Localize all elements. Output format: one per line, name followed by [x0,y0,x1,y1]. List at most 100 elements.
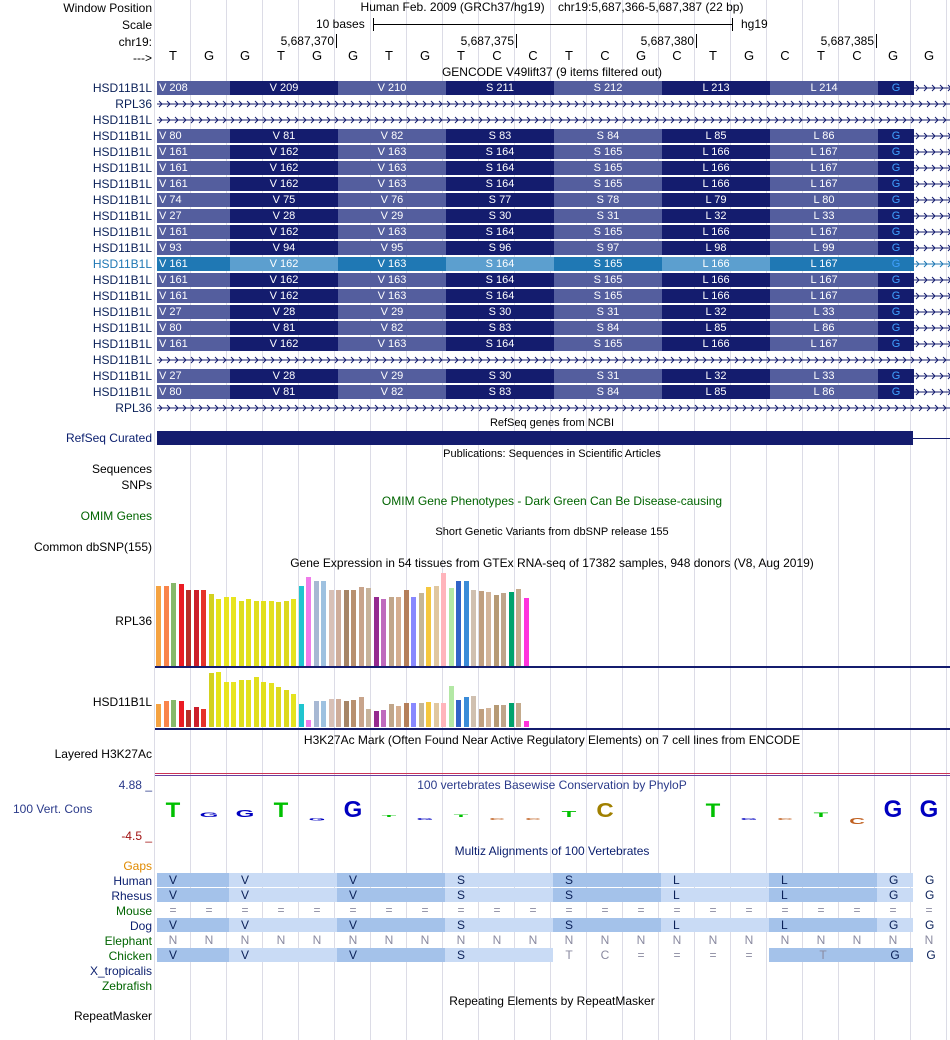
gencode-row-label[interactable]: RPL36 [115,401,152,415]
gtex-bar[interactable] [291,599,296,666]
multiz-species-label[interactable]: Mouse [115,904,152,918]
codon-cell[interactable]: S 165 [554,257,662,271]
multiz-aa-cell[interactable]: G [926,948,936,962]
codon-cell[interactable]: V 162 [230,145,338,159]
multiz-aa-cell[interactable]: S [445,948,553,962]
multiz-aa-cell[interactable]: L [661,918,769,932]
multiz-aa-cell[interactable]: S [553,918,661,932]
codon-cell[interactable]: S 96 [446,241,554,255]
multiz-base-cell[interactable]: N [168,933,178,947]
codon-cell[interactable]: L 32 [662,369,770,383]
multiz-base-cell[interactable]: = [709,948,717,962]
codon-cell[interactable]: S 97 [554,241,662,255]
gtex-bar[interactable] [276,687,281,727]
multiz-aa-cell[interactable]: S [445,873,553,887]
codon-cell[interactable]: S 164 [446,289,554,303]
gtex-bar[interactable] [366,709,371,727]
codon-cell[interactable]: L 33 [770,305,878,319]
gtex-bar[interactable] [486,708,491,727]
gencode-row[interactable]: V 161 V 162 V 163 S 164 S 165 L 166 L 167 G [155,160,950,176]
phylop-base-glyph[interactable]: G [236,808,255,819]
multiz-base-cell[interactable]: N [744,933,754,947]
gtex-bar[interactable] [411,703,416,727]
codon-cell[interactable]: V 29 [338,209,446,223]
multiz-base-cell[interactable]: C [600,948,610,962]
multiz-base-cell[interactable]: N [528,933,538,947]
gencode-row[interactable]: V 27 V 28 V 29 S 30 S 31 L 32 L 33 G [155,208,950,224]
gtex-bar[interactable] [351,700,356,727]
multiz-aa-cell[interactable]: G [877,948,913,962]
codon-cell[interactable]: S 31 [554,305,662,319]
refseq-title[interactable]: RefSeq genes from NCBI [489,417,615,429]
gtex-bar[interactable] [298,586,304,666]
codon-cell[interactable]: V 162 [230,225,338,239]
gtex-bar[interactable] [216,672,221,727]
gencode-row-label[interactable]: HSD11B1L [92,81,152,95]
multiz-base-cell[interactable]: T [565,948,573,962]
gencode-title[interactable]: GENCODE V49lift37 (9 items filtered out) [441,65,663,79]
refseq-gene-bar[interactable] [157,431,913,445]
gtex-bar[interactable] [223,597,229,666]
multiz-base-cell[interactable]: = [889,903,897,917]
phylop-base-glyph[interactable]: C [489,817,505,820]
codon-partial-g[interactable]: G [878,145,914,159]
gtex-bar[interactable] [358,697,364,727]
gencode-row-label[interactable]: HSD11B1L [92,129,152,143]
gtex-bar[interactable] [426,587,431,666]
multiz-species-label[interactable]: X_tropicalis [89,964,152,978]
codon-cell[interactable]: S 84 [554,385,662,399]
gtex-bar[interactable] [276,602,281,666]
gencode-row-label[interactable]: HSD11B1L [92,321,152,335]
gtex-bar[interactable] [246,680,251,727]
multiz-aa-cell[interactable]: V [229,888,337,902]
multiz-base-cell[interactable]: = [637,903,645,917]
gencode-row[interactable] [155,400,950,416]
codon-cell[interactable]: V 163 [338,225,446,239]
gtex-bar[interactable] [523,598,529,666]
multiz-base-cell[interactable]: = [565,903,573,917]
gencode-row[interactable] [155,96,950,112]
codon-cell[interactable]: V 29 [338,305,446,319]
gtex-bar[interactable] [283,601,289,666]
gtex-bar[interactable] [253,677,259,727]
phylop-base-glyph[interactable]: T [454,813,469,818]
codon-cell[interactable]: L 166 [662,161,770,175]
multiz-base-cell[interactable]: N [672,933,682,947]
gtex-bar[interactable] [463,697,469,727]
dbsnp-label[interactable]: Common dbSNP(155) [33,540,152,554]
gtex-bar[interactable] [486,592,491,666]
omim-label[interactable]: OMIM Genes [80,509,152,523]
gtex-label-rpl36[interactable]: RPL36 [115,614,152,628]
multiz-aa-cell[interactable]: L [661,888,769,902]
gtex-bar[interactable] [171,583,176,666]
codon-cell[interactable]: V 161 [157,161,230,175]
codon-partial-g[interactable]: G [878,177,914,191]
multiz-base-cell[interactable]: = [385,903,393,917]
gtex-bar[interactable] [201,709,206,727]
gtex-bar[interactable] [336,699,341,727]
gtex-bar[interactable] [216,599,221,666]
multiz-base-cell[interactable]: N [492,933,502,947]
multiz-base-cell[interactable]: N [240,933,250,947]
codon-cell[interactable]: V 28 [230,209,338,223]
codon-cell[interactable]: S 211 [446,81,554,95]
codon-cell[interactable]: L 32 [662,305,770,319]
multiz-base-cell[interactable]: = [925,903,933,917]
codon-cell[interactable]: V 82 [338,129,446,143]
gtex-bar[interactable] [306,577,311,666]
codon-cell[interactable]: V 82 [338,321,446,335]
codon-cell[interactable]: S 83 [446,385,554,399]
codon-cell[interactable]: L 86 [770,385,878,399]
multiz-base-cell[interactable]: = [781,903,789,917]
gtex-bar[interactable] [358,587,364,666]
codon-cell[interactable]: V 163 [338,161,446,175]
gtex-bar[interactable] [426,702,431,727]
gtex-bar[interactable] [441,703,446,727]
gtex-bar[interactable] [418,703,424,727]
multiz-aa-cell[interactable]: L [769,888,877,902]
gtex-bar[interactable] [238,680,244,727]
gtex-title[interactable]: Gene Expression in 54 tissues from GTEx … [290,556,814,570]
gtex-bar[interactable] [261,682,266,727]
phylop-label[interactable]: 100 Vert. Cons [13,802,93,816]
multiz-species-label[interactable]: Zebrafish [101,979,152,993]
